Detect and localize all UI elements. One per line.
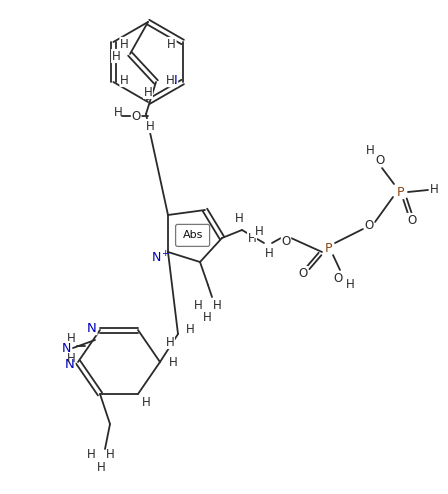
Text: H: H (166, 74, 174, 86)
Text: H: H (185, 323, 194, 335)
Text: O: O (333, 272, 343, 285)
Text: O: O (131, 110, 141, 123)
Text: H: H (430, 182, 439, 196)
Text: H: H (67, 352, 75, 365)
Text: H: H (120, 38, 129, 50)
Text: O: O (281, 235, 291, 247)
Text: O: O (298, 266, 308, 280)
Text: N: N (168, 74, 177, 86)
Text: N: N (87, 322, 97, 334)
Text: H: H (112, 49, 121, 63)
Text: P: P (324, 242, 332, 254)
Text: H: H (166, 335, 174, 348)
Text: H: H (265, 247, 273, 259)
Text: O: O (407, 213, 417, 227)
Text: O: O (375, 154, 385, 166)
Text: H: H (213, 298, 221, 312)
Text: H: H (254, 224, 263, 238)
Text: H: H (67, 331, 75, 344)
Text: H: H (366, 143, 375, 157)
Text: O: O (364, 218, 374, 232)
Text: H: H (167, 38, 176, 50)
Text: H: H (235, 211, 243, 224)
Text: H: H (168, 356, 177, 369)
FancyBboxPatch shape (176, 224, 210, 247)
Text: Abs: Abs (182, 230, 203, 241)
Text: N: N (61, 341, 71, 355)
Text: H: H (194, 298, 202, 312)
Text: H: H (248, 232, 256, 245)
Text: H: H (144, 85, 152, 98)
Text: H: H (97, 460, 105, 474)
Text: H: H (86, 448, 95, 460)
Text: N: N (65, 358, 75, 370)
Text: H: H (146, 120, 155, 132)
Text: H: H (345, 278, 354, 290)
Text: H: H (142, 396, 151, 409)
Text: H: H (114, 106, 122, 119)
Text: +: + (161, 248, 169, 257)
Text: H: H (120, 74, 129, 86)
Text: P: P (396, 186, 404, 199)
Text: H: H (106, 448, 114, 460)
Text: H: H (202, 311, 211, 324)
Text: N: N (151, 250, 161, 263)
